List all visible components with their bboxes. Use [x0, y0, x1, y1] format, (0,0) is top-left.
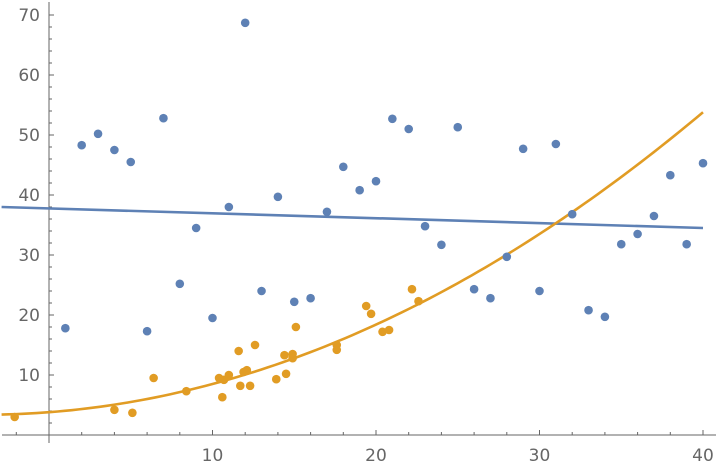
data-point	[633, 229, 642, 239]
data-point	[339, 162, 348, 172]
data-point	[306, 293, 315, 303]
y-tick-label: 60	[18, 66, 40, 86]
y-tick-label: 40	[18, 186, 40, 206]
data-point	[502, 252, 512, 262]
x-tick-label: 30	[529, 446, 551, 466]
data-point	[404, 124, 414, 134]
data-point	[366, 309, 376, 319]
data-point	[128, 408, 137, 418]
data-points	[10, 18, 708, 422]
y-tick-label: 30	[18, 246, 40, 266]
data-point	[616, 239, 626, 249]
data-point	[666, 170, 675, 180]
y-tick-label: 20	[18, 306, 40, 326]
data-point	[551, 139, 561, 149]
data-point	[142, 326, 152, 336]
linear-fit-line	[1, 205, 704, 230]
data-point	[361, 301, 371, 311]
x-tick-label: 10	[202, 446, 224, 466]
data-point	[175, 279, 185, 289]
data-point	[61, 323, 70, 333]
data-point	[93, 129, 103, 139]
data-point	[486, 293, 495, 303]
data-point	[159, 113, 168, 123]
data-point	[240, 18, 250, 28]
data-point	[245, 381, 255, 391]
data-point	[332, 345, 342, 355]
y-tick-label: 10	[18, 366, 40, 386]
data-point	[453, 122, 463, 132]
data-point	[126, 157, 136, 167]
data-point	[371, 176, 381, 186]
data-point	[355, 185, 364, 195]
quadratic-fit-curve	[1, 111, 704, 416]
data-point	[567, 209, 577, 219]
data-point	[469, 284, 479, 294]
data-point	[77, 140, 86, 150]
data-point	[388, 114, 397, 124]
data-point	[234, 346, 243, 356]
data-point	[224, 370, 234, 380]
data-point	[208, 313, 217, 323]
y-tick-label: 50	[18, 126, 40, 146]
x-tick-label: 40	[692, 446, 714, 466]
x-tick-label: 20	[365, 446, 387, 466]
data-point	[271, 374, 281, 384]
data-point	[289, 297, 299, 307]
data-point	[384, 325, 394, 335]
data-point	[698, 158, 708, 168]
data-point	[378, 327, 387, 337]
data-point	[407, 284, 417, 294]
y-tick-label: 70	[18, 6, 40, 26]
data-point	[273, 192, 283, 202]
data-point	[584, 305, 593, 315]
data-point	[682, 239, 691, 249]
data-point	[257, 286, 266, 296]
data-point	[110, 145, 119, 155]
data-point	[437, 240, 446, 250]
data-point	[420, 221, 430, 231]
data-point	[250, 340, 260, 350]
data-point	[322, 207, 332, 217]
data-point	[235, 381, 245, 391]
data-point	[110, 405, 119, 415]
data-point	[218, 392, 227, 402]
data-point	[518, 144, 528, 154]
data-point	[149, 373, 158, 383]
data-point	[191, 223, 201, 233]
data-point	[414, 296, 423, 306]
data-point	[291, 322, 301, 332]
data-point	[280, 350, 289, 360]
data-point	[600, 312, 610, 322]
data-point	[649, 211, 659, 221]
data-point	[535, 286, 544, 296]
data-point	[10, 412, 19, 422]
data-point	[288, 353, 297, 363]
data-point	[182, 386, 191, 396]
fit-lines	[1, 111, 704, 416]
data-point	[224, 202, 234, 212]
data-point	[281, 369, 291, 379]
data-point	[242, 365, 252, 375]
